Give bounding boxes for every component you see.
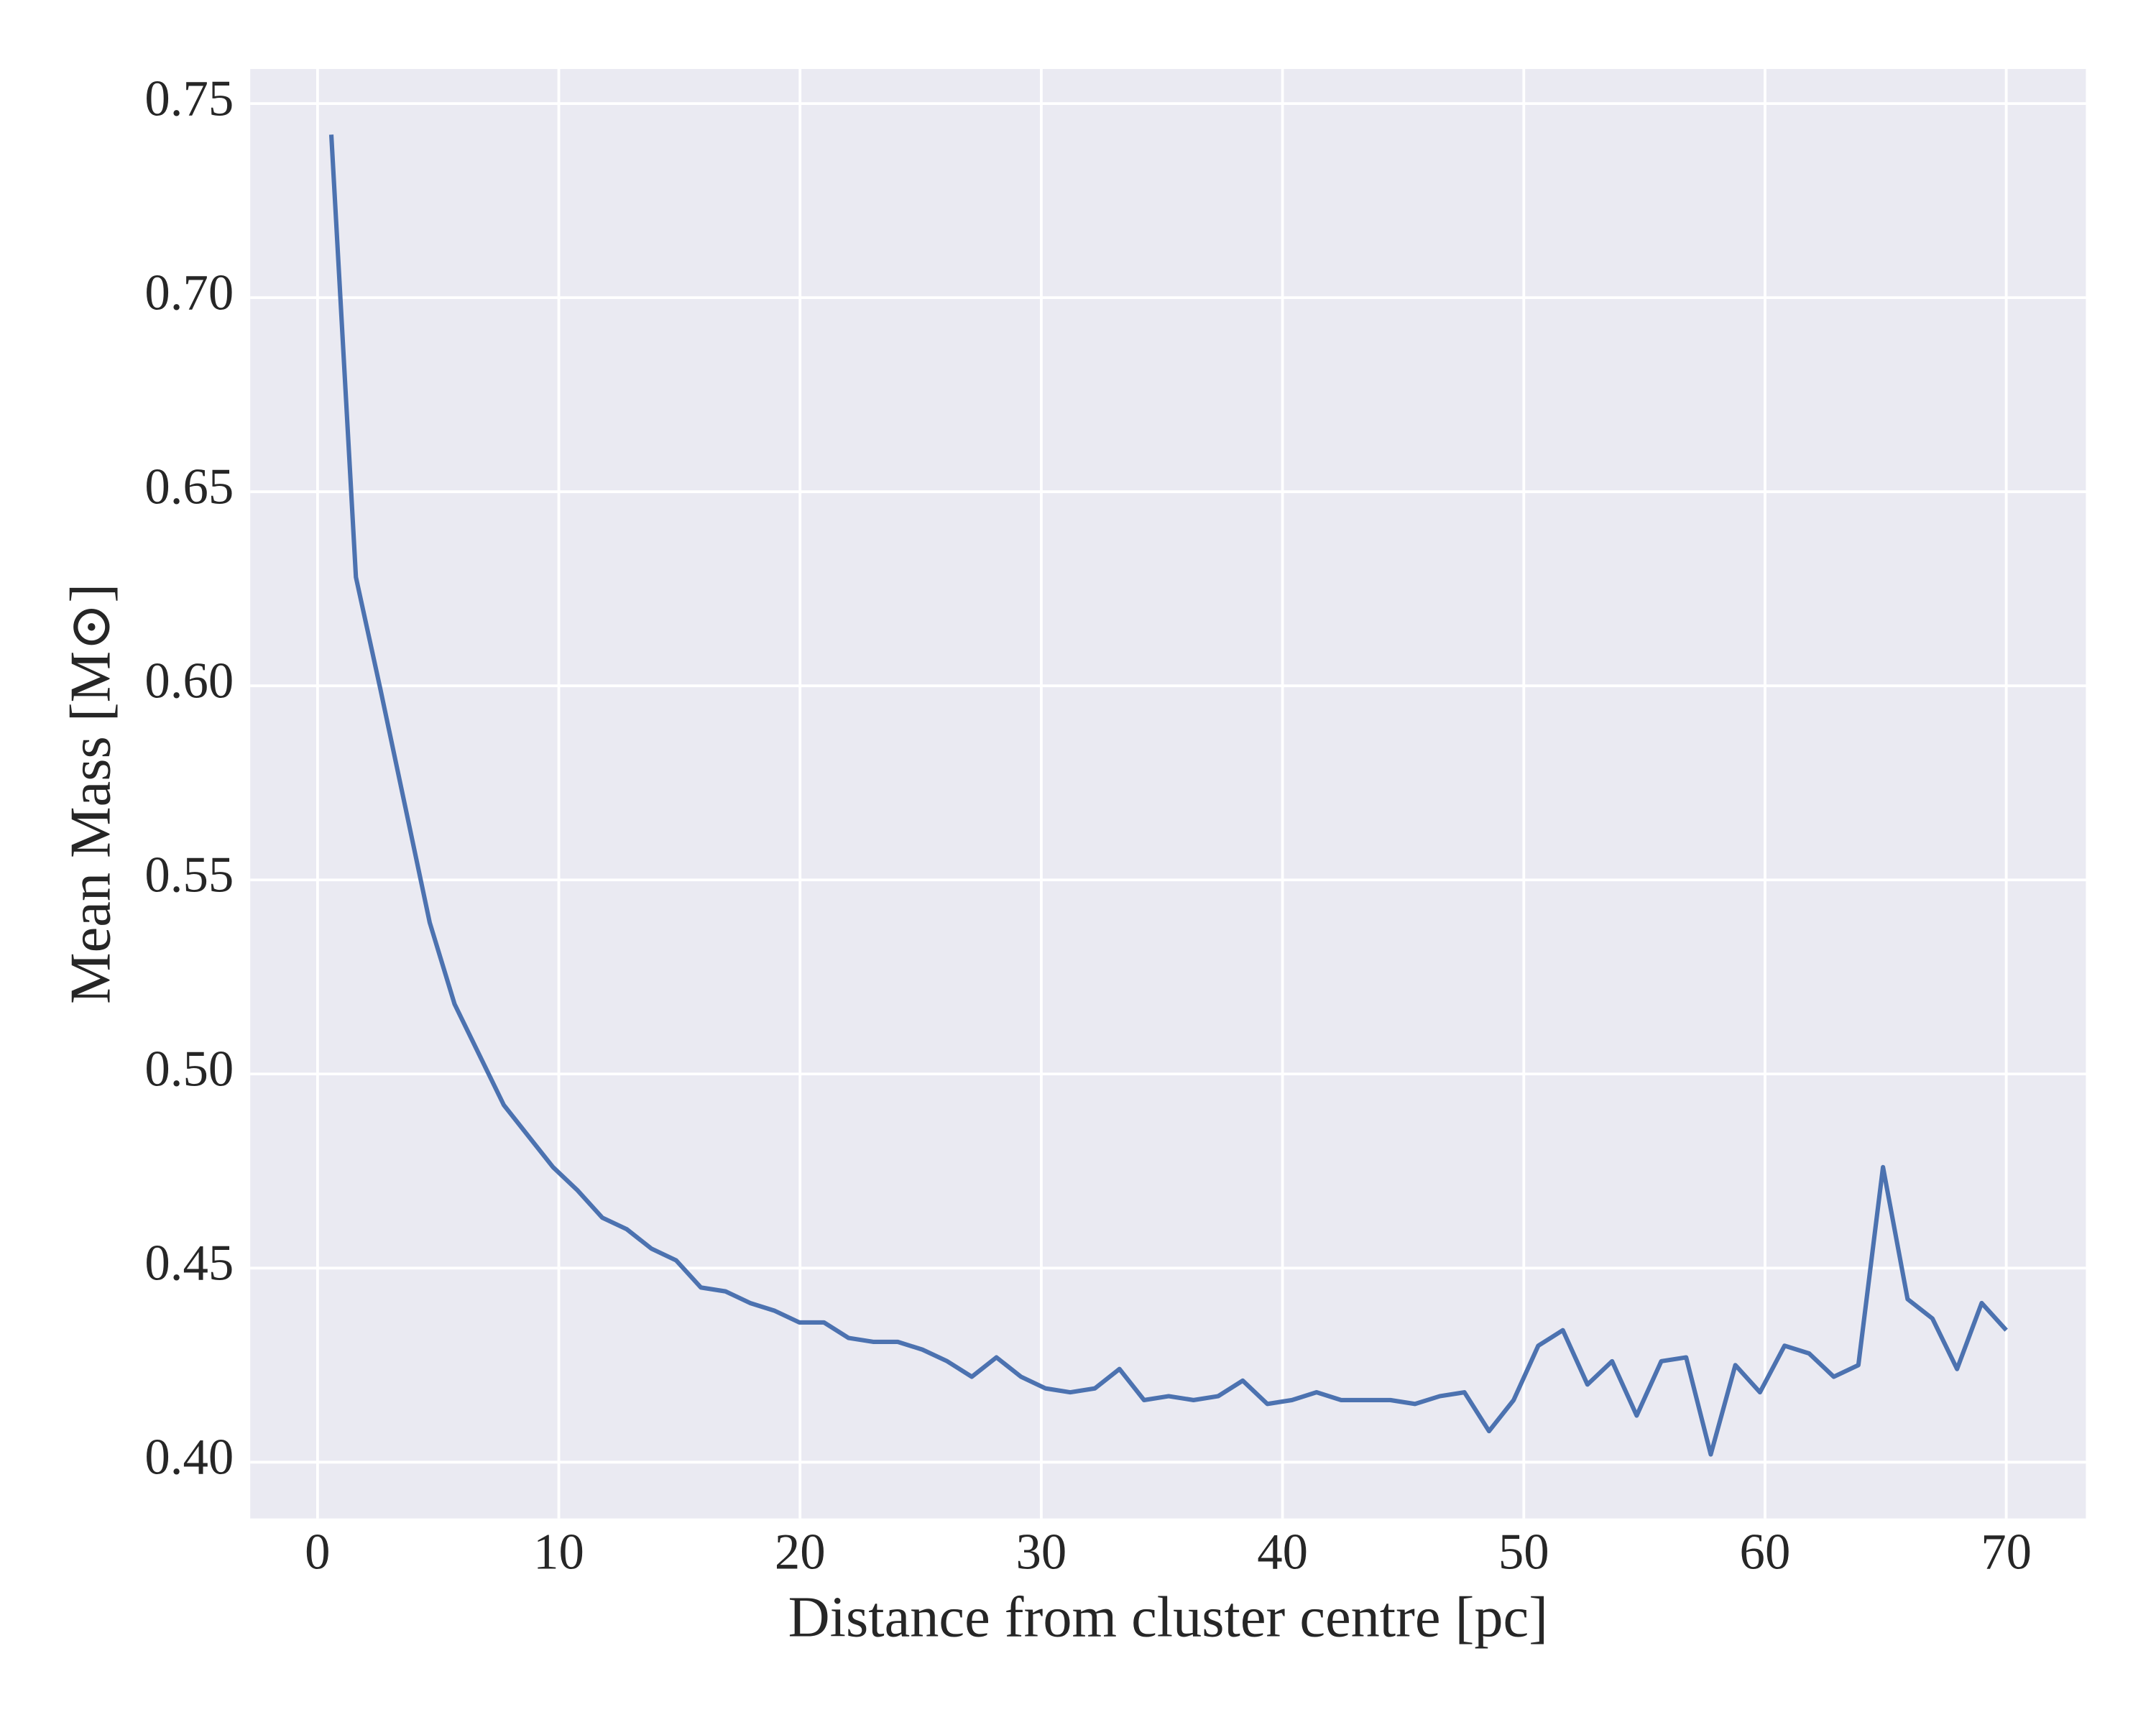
x-tick-label: 40 <box>1257 1524 1308 1580</box>
y-tick-label: 0.65 <box>144 459 234 515</box>
y-tick-label: 0.70 <box>144 264 234 321</box>
y-tick-label: 0.50 <box>144 1041 234 1098</box>
x-tick-label: 60 <box>1740 1524 1791 1580</box>
data-line <box>328 134 2008 1457</box>
y-tick-label: 0.75 <box>144 70 234 126</box>
x-tick-label: 70 <box>1981 1524 2032 1580</box>
x-tick-label: 30 <box>1016 1524 1067 1580</box>
y-tick-label: 0.45 <box>144 1236 234 1292</box>
y-tick-label: 0.55 <box>144 847 234 903</box>
x-tick-label: 20 <box>775 1524 826 1580</box>
y-tick-label: 0.40 <box>144 1430 234 1486</box>
grid <box>250 69 2086 1519</box>
y-axis-label: Mean Mass [M⊙] <box>58 584 122 1004</box>
x-axis-label: Distance from cluster centre [pc] <box>788 1585 1548 1649</box>
x-tick-label: 50 <box>1498 1524 1549 1580</box>
x-tick-label: 0 <box>305 1524 330 1580</box>
marks <box>328 134 2008 1457</box>
x-tick-label: 10 <box>533 1524 584 1580</box>
plot-area <box>250 69 2086 1519</box>
y-tick-label: 0.60 <box>144 653 234 709</box>
